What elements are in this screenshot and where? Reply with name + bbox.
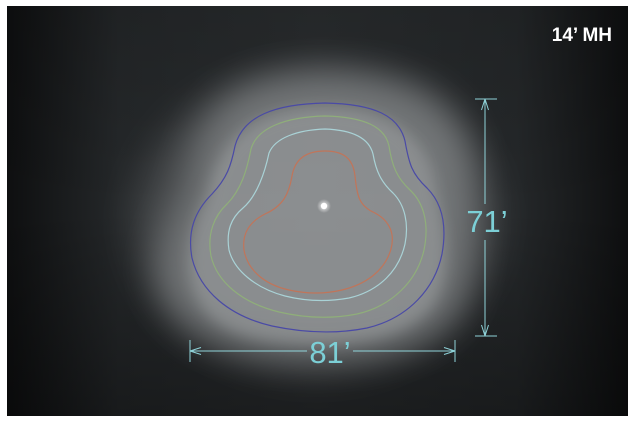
- illumination-glow: [135, 71, 495, 371]
- contour-lines: [189, 102, 445, 333]
- mounting-height-title: 14’ MH: [552, 25, 612, 46]
- light-distribution-diagram: 71’ 81’ 14’ MH: [7, 6, 628, 416]
- contour-2: [209, 115, 427, 318]
- contour-inner: [243, 150, 393, 294]
- contour-outer: [189, 102, 445, 333]
- width-dimension: [189, 340, 456, 362]
- contour-3: [227, 128, 408, 302]
- photometric-plot: 71’ 81’ 14’ MH: [7, 6, 628, 416]
- fixture-marker: [317, 199, 331, 213]
- height-dimension-label: 71’: [466, 204, 507, 239]
- height-dimension: [475, 98, 497, 337]
- width-dimension-label: 81’: [309, 335, 350, 370]
